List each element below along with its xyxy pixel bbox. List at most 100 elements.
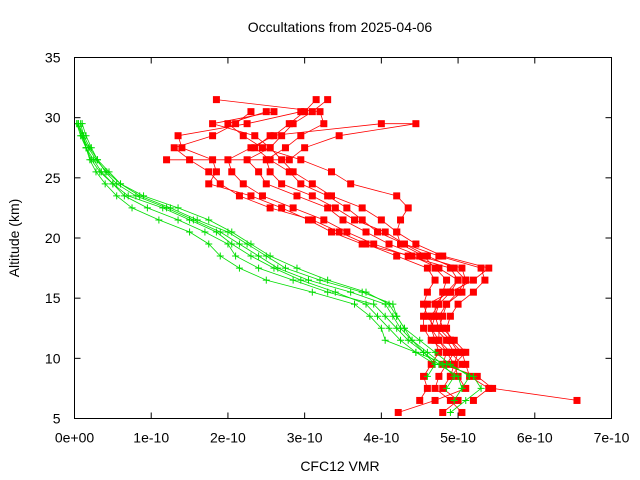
data-point [255, 168, 263, 176]
data-point [178, 144, 186, 152]
data-point [289, 168, 297, 176]
data-point [281, 144, 289, 152]
y-tick-label: 25 [45, 170, 61, 186]
data-point [285, 156, 293, 164]
data-point [404, 252, 412, 260]
data-point [397, 216, 405, 224]
y-tick-label: 10 [45, 350, 61, 366]
data-point [239, 132, 247, 140]
data-point [462, 396, 470, 404]
data-point [420, 348, 428, 356]
data-point [412, 348, 420, 356]
data-point [412, 120, 420, 128]
data-point [435, 300, 443, 308]
y-tick-label: 35 [45, 50, 61, 66]
data-point [262, 252, 270, 260]
data-point [84, 144, 92, 152]
data-point [381, 336, 389, 344]
data-point [109, 180, 117, 188]
data-point [446, 264, 454, 272]
data-point [228, 168, 236, 176]
data-point [420, 300, 428, 308]
data-point [469, 396, 477, 404]
data-point [473, 372, 481, 380]
data-point [423, 264, 431, 272]
data-point [431, 300, 439, 308]
data-point [385, 324, 393, 332]
data-point [247, 192, 255, 200]
data-point [454, 348, 462, 356]
data-point [469, 276, 477, 284]
data-point [347, 180, 355, 188]
profile-line [80, 123, 463, 401]
data-point [339, 216, 347, 224]
data-point [446, 348, 454, 356]
data-point [477, 384, 485, 392]
data-point [281, 264, 289, 272]
data-point [481, 276, 489, 284]
data-point [458, 264, 466, 272]
data-point [343, 204, 351, 212]
data-point [412, 240, 420, 248]
data-point [351, 300, 359, 308]
data-point [366, 312, 374, 320]
data-point [174, 204, 182, 212]
data-point [358, 204, 366, 212]
plot-series [74, 96, 581, 416]
data-point [358, 216, 366, 224]
data-point [262, 108, 270, 116]
data-point [377, 120, 385, 128]
data-point [166, 204, 174, 212]
data-point [304, 216, 312, 224]
data-point [362, 228, 370, 236]
data-point [358, 240, 366, 248]
data-point [381, 312, 389, 320]
data-point [266, 144, 274, 152]
data-point [255, 264, 263, 272]
data-point [454, 396, 462, 404]
data-point [393, 312, 401, 320]
data-point [450, 396, 458, 404]
data-point [351, 216, 359, 224]
profile-line [173, 111, 463, 413]
data-point [228, 240, 236, 248]
data-point [103, 168, 111, 176]
data-point [362, 240, 370, 248]
data-point [278, 180, 286, 188]
data-point [435, 312, 443, 320]
data-point [270, 108, 278, 116]
data-point [205, 240, 213, 248]
data-point [117, 180, 125, 188]
data-point [320, 216, 328, 224]
data-point [416, 252, 424, 260]
data-point [427, 324, 435, 332]
data-point [443, 276, 451, 284]
data-point [397, 336, 405, 344]
data-point [289, 204, 297, 212]
data-point [435, 348, 443, 356]
data-point [297, 156, 305, 164]
data-point [370, 240, 378, 248]
y-tick-label: 30 [45, 110, 61, 126]
data-point [431, 264, 439, 272]
data-point [258, 192, 266, 200]
data-point [78, 132, 86, 140]
data-point [423, 300, 431, 308]
data-point [262, 180, 270, 188]
data-point [251, 144, 259, 152]
data-point [124, 192, 132, 200]
data-point [270, 264, 278, 272]
data-point [212, 228, 220, 236]
data-point [416, 336, 424, 344]
data-point [301, 108, 309, 116]
data-point [174, 132, 182, 140]
data-point [266, 132, 274, 140]
data-point [462, 348, 470, 356]
data-point [393, 252, 401, 260]
data-point [423, 312, 431, 320]
data-point [477, 264, 485, 272]
data-point [266, 156, 274, 164]
plot-area [74, 96, 581, 416]
data-point [239, 180, 247, 188]
data-point [446, 336, 454, 344]
